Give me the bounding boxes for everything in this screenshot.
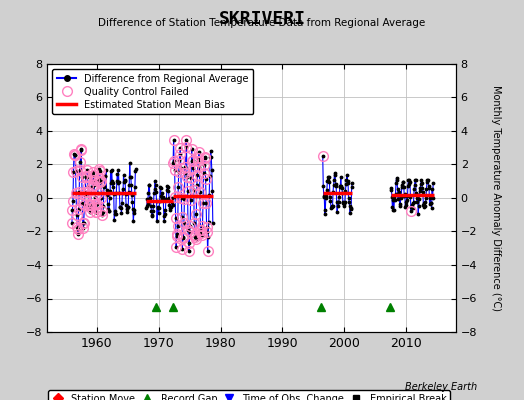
Text: Berkeley Earth: Berkeley Earth (405, 382, 477, 392)
Legend: Station Move, Record Gap, Time of Obs. Change, Empirical Break: Station Move, Record Gap, Time of Obs. C… (48, 390, 450, 400)
Text: SKRIVERI: SKRIVERI (219, 10, 305, 28)
Y-axis label: Monthly Temperature Anomaly Difference (°C): Monthly Temperature Anomaly Difference (… (491, 85, 501, 311)
Text: Difference of Station Temperature Data from Regional Average: Difference of Station Temperature Data f… (99, 18, 425, 28)
